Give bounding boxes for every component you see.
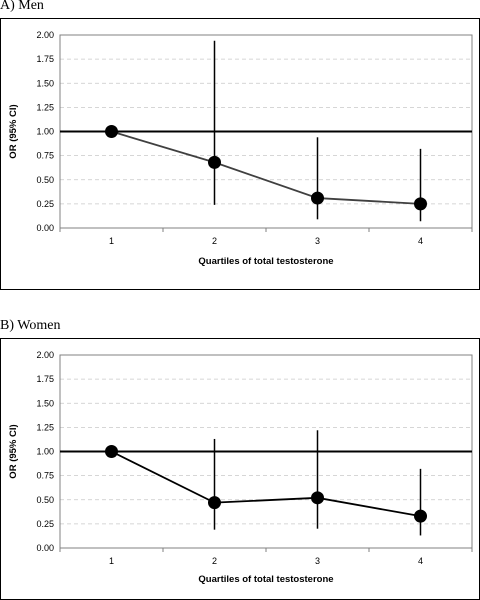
y-tick-label: 2.00 [36, 350, 54, 360]
data-point [414, 197, 427, 211]
x-tick-label: 2 [212, 236, 217, 246]
data-point [105, 125, 118, 138]
x-tick-label: 3 [315, 236, 320, 246]
series-line [111, 450, 421, 518]
chart-men: 0.00 0.25 0.50 0.75 1.00 1.25 1.50 1.75 2.00 1 2 3 4… [0, 18, 480, 290]
y-tick-label: 1.25 [36, 102, 54, 112]
series-line [111, 130, 421, 205]
y-tick-label: 1.50 [36, 78, 54, 88]
x-tick-label: 4 [418, 556, 423, 566]
y-tick-label: 0.00 [36, 543, 54, 553]
chart-women: 0.00 0.25 0.50 0.75 1.00 1.25 1.50 1.75 2.00 1 2 3 4… [0, 338, 480, 600]
y-tick-label: 0.50 [36, 495, 54, 505]
x-tick-label: 2 [212, 556, 217, 566]
x-tick-label: 1 [109, 236, 114, 246]
x-tick-label: 3 [315, 556, 320, 566]
data-point [208, 155, 221, 169]
panel-a-title: A) Men [0, 0, 44, 13]
data-point [414, 509, 427, 523]
panel-b-title: B) Women [0, 318, 61, 333]
y-tick-label: 0.00 [36, 223, 54, 233]
y-tick-label: 0.75 [36, 151, 54, 161]
y-axis-title: OR (95% CI) [8, 424, 19, 478]
y-tick-label: 0.75 [36, 471, 54, 481]
y-tick-label: 0.50 [36, 175, 54, 185]
x-axis-title: Quartiles of total testosterone [198, 256, 333, 267]
y-tick-label: 1.25 [36, 422, 54, 432]
x-tick-label: 1 [109, 556, 114, 566]
chart-frame [0, 338, 480, 600]
y-tick-label: 1.00 [36, 127, 54, 137]
y-axis-title: OR (95% CI) [8, 104, 19, 158]
data-point [105, 445, 118, 458]
data-point [311, 191, 324, 205]
y-tick-label: 0.25 [36, 519, 54, 529]
y-tick-label: 1.75 [36, 54, 54, 64]
y-tick-label: 2.00 [36, 30, 54, 40]
data-point [311, 491, 324, 505]
data-point [208, 496, 221, 510]
x-tick-label: 4 [418, 236, 423, 246]
chart-frame [0, 18, 480, 290]
x-axis-title: Quartiles of total testosterone [198, 574, 333, 585]
y-tick-label: 1.00 [36, 447, 54, 457]
y-tick-label: 1.75 [36, 374, 54, 384]
y-tick-label: 0.25 [36, 199, 54, 209]
y-tick-label: 1.50 [36, 398, 54, 408]
